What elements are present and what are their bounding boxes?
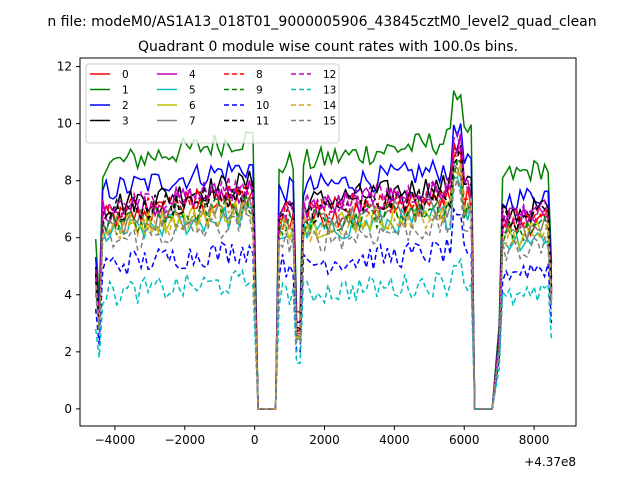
x-tick-label: 4000 (379, 433, 410, 447)
legend-label: 6 (189, 100, 196, 112)
legend-box (85, 63, 340, 144)
y-tick-label: 4 (64, 288, 72, 302)
legend-label: 11 (256, 116, 269, 128)
x-tick-label: 0 (251, 433, 259, 447)
series-line-13 (94, 257, 553, 410)
legend-label: 2 (122, 100, 129, 112)
series-line-14 (94, 162, 553, 410)
y-tick-label: 8 (64, 174, 72, 188)
series-line-11 (94, 145, 553, 410)
figure-suptitle: n file: modeM0/AS1A13_018T01_9000005906_… (47, 14, 596, 30)
legend-label: 13 (323, 85, 336, 97)
y-tick-label: 12 (57, 60, 72, 74)
legend-label: 12 (323, 69, 336, 81)
series-line-15 (94, 177, 553, 410)
legend-label: 8 (256, 69, 263, 81)
legend-label: 5 (189, 85, 196, 97)
chart-title: Quadrant 0 module wise count rates with … (138, 39, 518, 55)
y-tick-label: 2 (64, 345, 72, 359)
legend-label: 9 (256, 85, 263, 97)
legend-label: 14 (323, 100, 337, 112)
y-axis: 0 2 4 6 8 10 12 (57, 60, 80, 416)
legend-label: 0 (122, 69, 129, 81)
legend-label: 7 (189, 116, 196, 128)
x-axis: −4000 −2000 0 2000 4000 6000 8000 (95, 426, 550, 447)
series-layer (94, 90, 553, 410)
x-tick-label: 6000 (449, 433, 480, 447)
x-tick-label: −2000 (164, 433, 205, 447)
legend-label: 1 (122, 85, 129, 97)
y-tick-label: 0 (64, 402, 72, 416)
series-line-10 (94, 206, 553, 410)
series-line-1 (94, 90, 553, 410)
plot-border (79, 57, 577, 427)
x-tick-label: 8000 (519, 433, 550, 447)
legend-label: 3 (122, 116, 129, 128)
x-tick-label: 2000 (309, 433, 340, 447)
x-tick-label: −4000 (95, 433, 136, 447)
y-tick-label: 6 (64, 231, 72, 245)
legend-label: 4 (189, 69, 196, 81)
x-offset-label: +4.37e8 (524, 455, 576, 469)
series-line-12 (94, 130, 553, 410)
legend-label: 10 (256, 100, 269, 112)
legend-label: 15 (323, 116, 336, 128)
series-line-2 (94, 123, 553, 410)
y-tick-label: 10 (57, 117, 72, 131)
